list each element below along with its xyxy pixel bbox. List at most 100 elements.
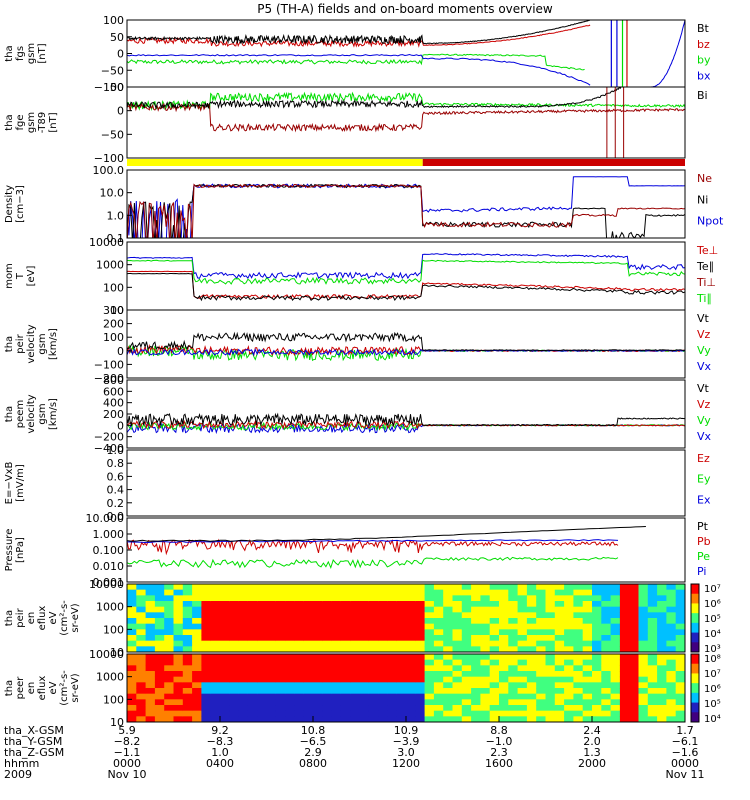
heatmap-cell — [545, 640, 556, 647]
heatmap-cell — [443, 623, 453, 630]
heatmap-cell — [247, 618, 258, 625]
heatmap-cell — [424, 606, 435, 613]
heatmap-cell — [629, 623, 639, 630]
heatmap-cell — [294, 646, 305, 652]
heatmap-cell — [247, 676, 258, 683]
heatmap-cell — [610, 699, 621, 706]
heatmap-cell — [201, 618, 212, 625]
heatmap-cell — [220, 612, 230, 619]
heatmap-cell — [647, 676, 658, 683]
heatmap-cell — [657, 654, 667, 661]
panel-frame — [126, 19, 686, 88]
heatmap-cell — [378, 693, 388, 700]
heatmap-cell — [229, 676, 240, 683]
heatmap-cell — [387, 646, 398, 652]
heatmap-cell — [331, 635, 342, 642]
heatmap-cell — [619, 671, 630, 678]
heatmap-cell — [526, 682, 537, 689]
legend-bx: bx — [697, 69, 711, 82]
heatmap-cell — [619, 606, 630, 613]
heatmap-cell — [331, 654, 342, 661]
heatmap-cell — [592, 606, 602, 613]
heatmap-cell — [675, 665, 685, 672]
heatmap-cell — [666, 710, 677, 717]
heatmap-cell — [154, 601, 165, 608]
heatmap-cell — [247, 693, 258, 700]
y-axis-label: gsm — [26, 112, 37, 133]
heatmap-cell — [480, 646, 491, 652]
heatmap-cell — [378, 676, 388, 683]
heatmap-cell — [201, 699, 212, 706]
heatmap-cell — [238, 693, 249, 700]
heatmap-cell — [378, 654, 388, 661]
heatmap-cell — [647, 705, 658, 712]
heatmap-cell — [592, 705, 602, 712]
series-vt — [127, 412, 685, 427]
heatmap-cell — [229, 699, 240, 706]
heatmap-cell — [154, 716, 165, 722]
legend-by: by — [697, 54, 711, 67]
heatmap-cell — [145, 716, 156, 722]
heatmap-cell — [387, 676, 398, 683]
heatmap-cell — [387, 584, 398, 591]
heatmap-cell — [508, 671, 519, 678]
heatmap-cell — [387, 699, 398, 706]
heatmap-cell — [675, 606, 685, 613]
heatmap-cell — [415, 693, 426, 700]
x-tick-label: 2.0 — [583, 735, 601, 748]
heatmap-cell — [610, 612, 621, 619]
heatmap-cell — [303, 640, 314, 647]
heatmap-cell — [220, 676, 230, 683]
heatmap-cell — [396, 699, 407, 706]
series-bx-end — [651, 20, 685, 87]
heatmap-cell — [359, 595, 370, 602]
heatmap-cell — [368, 671, 379, 678]
heatmap-cell — [145, 612, 156, 619]
heatmap-cell — [322, 665, 333, 672]
heatmap-cell — [452, 629, 463, 636]
heatmap-cell — [536, 606, 546, 613]
heatmap-cell — [368, 589, 379, 596]
y-tick-label: 0 — [117, 345, 124, 358]
heatmap-cell — [285, 646, 295, 652]
heatmap-cell — [499, 640, 509, 647]
heatmap-cell — [545, 584, 556, 591]
heatmap-cell — [573, 693, 584, 700]
heatmap-cell — [461, 665, 472, 672]
heatmap-cell — [629, 659, 639, 666]
y-tick-label: 1.0 — [107, 209, 125, 222]
heatmap-cell — [331, 688, 342, 695]
heatmap-cell — [127, 589, 137, 596]
heatmap-cell — [210, 601, 221, 608]
heatmap-cell — [387, 665, 398, 672]
heatmap-cell — [424, 646, 435, 652]
heatmap-cell — [545, 635, 556, 642]
heatmap-cell — [378, 635, 388, 642]
heatmap-cell — [294, 601, 305, 608]
heatmap-cell — [127, 682, 137, 689]
heatmap-cell — [415, 612, 426, 619]
heatmap-cell — [499, 659, 509, 666]
heatmap-cell — [545, 659, 556, 666]
heatmap-cell — [257, 606, 267, 613]
heatmap-cell — [220, 682, 230, 689]
heatmap-cell — [629, 629, 639, 636]
heatmap-cell — [285, 640, 295, 647]
heatmap-cell — [406, 665, 416, 672]
heatmap-cell — [136, 716, 147, 722]
heatmap-cell — [666, 635, 677, 642]
heatmap-cell — [368, 612, 379, 619]
heatmap-cell — [303, 612, 314, 619]
y-axis-label: [cm−3] — [15, 185, 26, 223]
series-ne — [127, 183, 685, 238]
heatmap-cell — [508, 705, 519, 712]
heatmap-cell — [154, 688, 165, 695]
heatmap-cell — [257, 688, 267, 695]
heatmap-cell — [545, 612, 556, 619]
heatmap-cell — [592, 589, 602, 596]
heatmap-cell — [629, 612, 639, 619]
heatmap-cell — [322, 654, 333, 661]
y-tick-label: 1.000 — [93, 528, 125, 541]
heatmap-cell — [545, 682, 556, 689]
